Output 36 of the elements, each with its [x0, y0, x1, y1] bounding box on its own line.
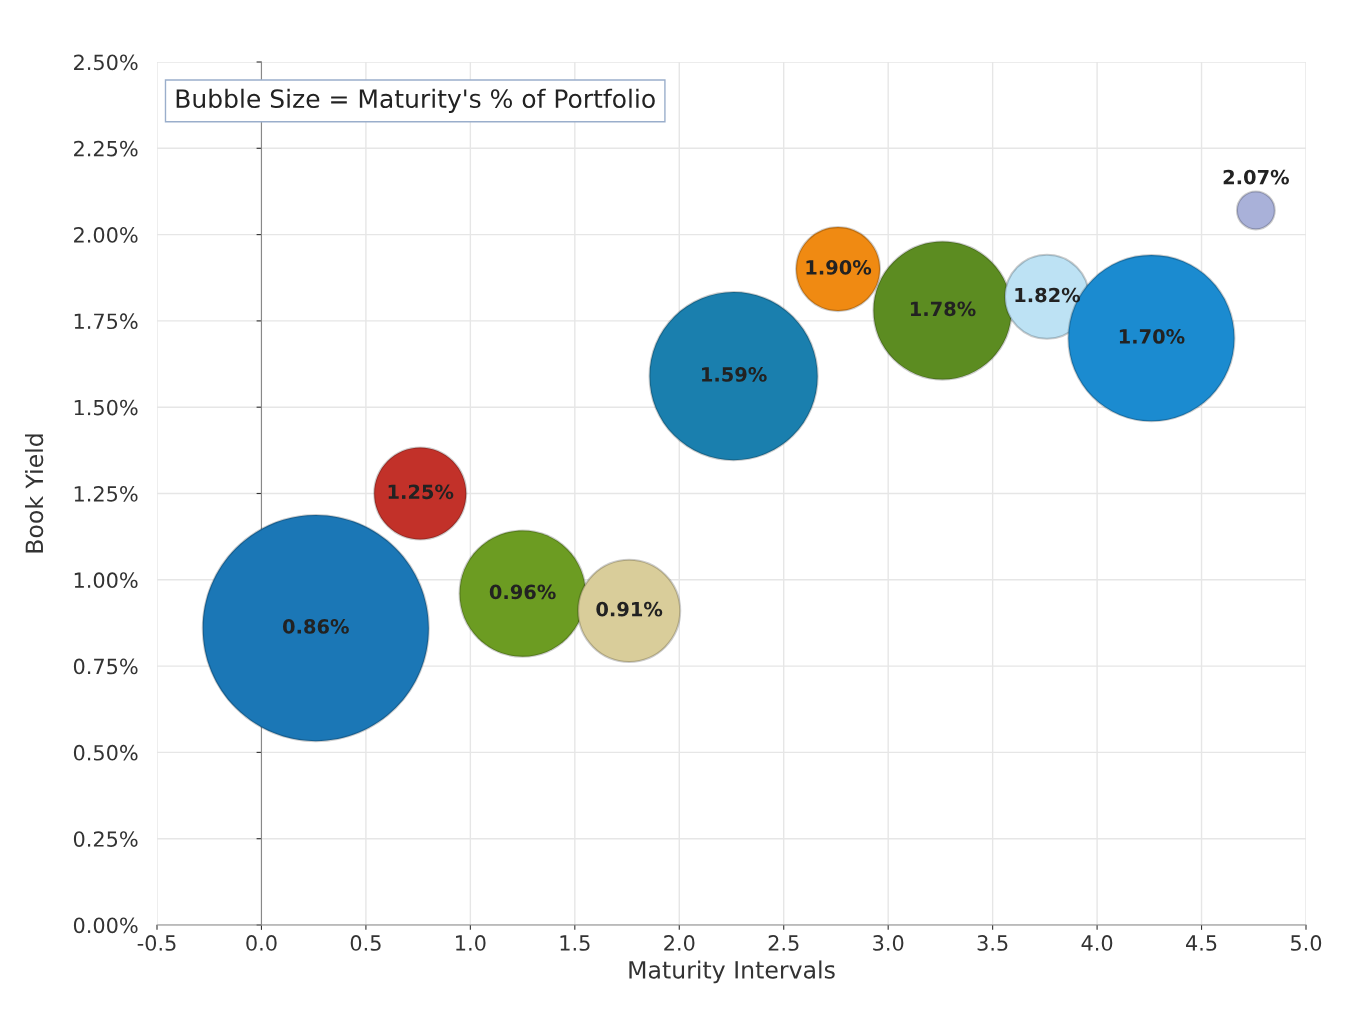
data-label: 0.96%: [489, 584, 556, 600]
y-tick-label: 1.00%: [74, 572, 138, 589]
x-tick-label: 5.0: [1291, 935, 1322, 951]
y-tick-label: 0.75%: [73, 658, 138, 675]
data-label: 1.70%: [1119, 329, 1185, 344]
x-tick-label: 3.5: [977, 935, 1008, 951]
y-tick-label: 2.00%: [74, 227, 138, 243]
data-label: 1.78%: [910, 301, 976, 317]
y-tick-label: 0.50%: [73, 744, 138, 761]
data-label: 1.59%: [702, 367, 767, 382]
y-tick-label: 0.25%: [73, 831, 138, 847]
data-label: 0.91%: [596, 601, 663, 617]
y-tick-label: 1.75%: [74, 313, 138, 330]
x-tick-label: -0.5: [137, 935, 176, 951]
x-axis-title: Maturity Intervals: [629, 960, 835, 984]
data-label: 2.07%: [1223, 169, 1289, 185]
x-tick-label: 3.0: [873, 935, 904, 951]
y-tick-label: 0.00%: [73, 917, 138, 934]
y-axis-title: Book Yield: [24, 434, 44, 553]
x-tick-label: 4.5: [1186, 935, 1217, 951]
y-tick-label: 2.25%: [74, 140, 138, 157]
data-label: 1.90%: [806, 260, 872, 275]
y-tick-label: 2.50%: [74, 54, 138, 71]
x-tick-label: 4.0: [1081, 935, 1113, 951]
y-tick-label: 1.25%: [74, 485, 138, 502]
y-tick-label: 1.50%: [74, 399, 138, 416]
data-label: 1.82%: [1015, 287, 1081, 303]
x-tick-label: 1.5: [560, 935, 590, 951]
x-tick-label: 2.5: [768, 935, 799, 951]
data-label: 1.25%: [388, 484, 454, 500]
x-tick-label: 2.0: [664, 935, 695, 951]
x-tick-label: 1.0: [456, 935, 486, 951]
data-label: 0.86%: [282, 619, 349, 634]
x-tick-label: 0.5: [350, 935, 381, 951]
x-tick-label: 0.0: [246, 935, 277, 951]
annotation: Bubble Size = Maturity's % of Portfolio: [176, 88, 655, 113]
